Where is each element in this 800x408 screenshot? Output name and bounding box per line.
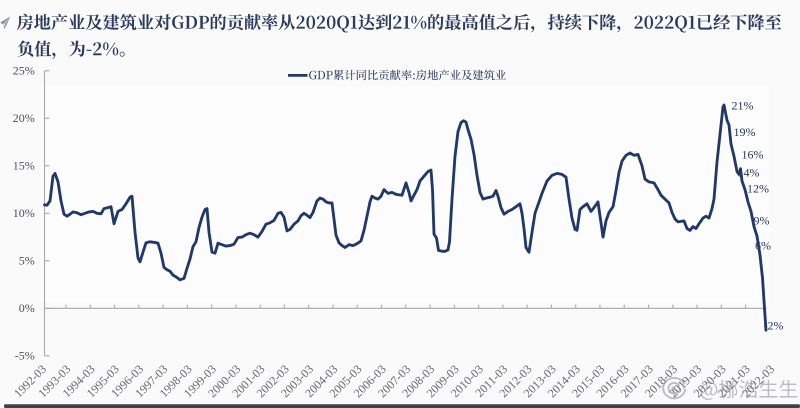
svg-text:10%: 10% xyxy=(13,206,35,220)
svg-text:21%: 21% xyxy=(732,99,754,113)
svg-text:9%: 9% xyxy=(754,214,770,228)
svg-text:0%: 0% xyxy=(19,301,35,315)
svg-text:-5%: -5% xyxy=(15,349,35,363)
svg-text:16%: 16% xyxy=(742,148,764,162)
svg-text:14%: 14% xyxy=(738,166,760,180)
svg-text:5%: 5% xyxy=(19,254,35,268)
svg-text:-2%: -2% xyxy=(764,319,784,333)
svg-text:25%: 25% xyxy=(13,64,35,78)
svg-text:12%: 12% xyxy=(747,182,769,196)
svg-text:19%: 19% xyxy=(734,125,756,139)
svg-text:15%: 15% xyxy=(13,159,35,173)
svg-text:6%: 6% xyxy=(755,239,771,253)
svg-text:20%: 20% xyxy=(13,111,35,125)
